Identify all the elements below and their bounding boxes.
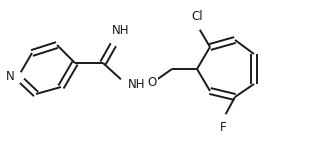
Text: NH: NH [128, 79, 145, 91]
Text: F: F [220, 121, 226, 134]
Text: Cl: Cl [191, 10, 203, 23]
Text: NH: NH [112, 24, 130, 37]
Text: N: N [6, 71, 15, 83]
Text: O: O [147, 77, 156, 89]
